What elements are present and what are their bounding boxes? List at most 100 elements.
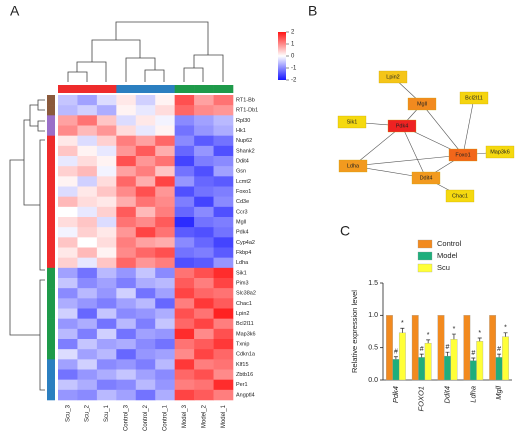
- heatmap-cell: [194, 328, 214, 340]
- row-label: Fkbp4: [236, 250, 251, 256]
- row-label: Ldha: [236, 260, 249, 266]
- heatmap-cell: [116, 328, 137, 340]
- row-label: Per1: [236, 382, 248, 388]
- error-bar: [419, 353, 424, 358]
- heatmap-cell: [213, 349, 234, 360]
- y-tick-label: 0.5: [368, 345, 378, 352]
- heatmap-cell: [174, 125, 195, 136]
- heatmap-cell: [135, 339, 156, 350]
- row-group: [47, 227, 55, 238]
- row-group: [47, 145, 55, 157]
- row-group: [47, 135, 55, 147]
- heatmap-cell: [174, 176, 195, 187]
- heatmap-cell: [58, 115, 78, 126]
- node-label: Bcl2l11: [465, 95, 483, 101]
- heatmap-cell: [96, 206, 117, 218]
- heatmap-cell: [77, 125, 98, 136]
- heatmap-cell: [194, 267, 214, 279]
- heatmap-cell: [77, 135, 98, 147]
- row-label: Klf15: [236, 362, 249, 368]
- heatmap-cell: [58, 247, 78, 258]
- heatmap-cell: [155, 227, 175, 238]
- heatmap-cell: [116, 166, 137, 177]
- legend-label: Scu: [437, 263, 450, 272]
- column-label: Model_3: [182, 404, 188, 428]
- heatmap-cell: [116, 115, 137, 126]
- heatmap-cell: [135, 278, 156, 289]
- heatmap-cell: [155, 389, 175, 401]
- heatmap-cell: [77, 349, 98, 360]
- heatmap-cell: [77, 288, 98, 299]
- heatmap-cell: [155, 196, 175, 208]
- row-label: Map3k6: [236, 331, 256, 337]
- heatmap-cell: [96, 227, 117, 238]
- heatmap-cell: [116, 217, 137, 228]
- heatmap-cell: [155, 145, 175, 157]
- heatmap-cell: [116, 379, 137, 391]
- node-label: Pdk4: [396, 123, 409, 129]
- node-label: Chac1: [452, 193, 468, 199]
- significance-marker: #: [471, 350, 475, 357]
- heatmap-cell: [174, 196, 195, 208]
- heatmap-cell: [58, 186, 78, 197]
- heatmap-cell: [174, 359, 195, 370]
- heatmap-cell: [194, 186, 214, 197]
- heatmap-cell: [77, 247, 98, 258]
- heatmap-cell: [58, 308, 78, 319]
- y-tick-label: 0.0: [368, 377, 378, 384]
- heatmap-cell: [77, 298, 98, 309]
- row-group: [47, 206, 55, 218]
- row-group: [47, 237, 55, 248]
- heatmap-cell: [155, 135, 175, 147]
- heatmap-cell: [135, 288, 156, 299]
- heatmap-cell: [96, 288, 117, 299]
- network-node: [407, 97, 437, 111]
- network: Lpin2 Mgll Sik1 Pdk4 Bcl2l11 Foxo1 Map3k6 Ldha D…: [337, 70, 515, 203]
- heatmap-cell: [213, 308, 234, 319]
- row-group: [47, 369, 55, 380]
- row-label: Mgll: [236, 220, 246, 226]
- heatmap-cell: [174, 267, 195, 279]
- heatmap-cell: [96, 298, 117, 309]
- heatmap-cell: [174, 379, 195, 391]
- heatmap-cell: [194, 196, 214, 208]
- network-node: [338, 159, 368, 173]
- error-bar: [451, 333, 456, 340]
- heatmap-cell: [58, 349, 78, 360]
- x-tick-label: Ldha: [468, 386, 477, 403]
- heatmap-cell: [194, 125, 214, 136]
- heatmap-cell: [213, 379, 234, 391]
- heatmap-cell: [194, 227, 214, 238]
- heatmap-cell: [213, 227, 234, 238]
- heatmap-cell: [135, 115, 156, 126]
- row-label: Ccr3: [236, 209, 248, 215]
- row-group: [47, 166, 55, 177]
- heatmap-cell: [155, 125, 175, 136]
- colorbar-label: -1: [291, 66, 297, 72]
- row-label: Pim3: [236, 281, 249, 287]
- heatmap-cell: [213, 95, 234, 106]
- heatmap-cell: [58, 206, 78, 218]
- heatmap-cell: [155, 339, 175, 350]
- heatmap-cell: [96, 95, 117, 106]
- x-tick-label: FOXO1: [417, 386, 426, 411]
- row-label: RT1-Db1: [236, 108, 258, 114]
- heatmap-cell: [213, 267, 234, 279]
- bar: [418, 357, 426, 381]
- heatmap-cell: [77, 318, 98, 330]
- row-label: Lpin2: [236, 311, 249, 317]
- heatmap-cell: [135, 125, 156, 136]
- heatmap-cell: [96, 369, 117, 380]
- heatmap-cell: [58, 95, 78, 106]
- row-label: Gsn: [236, 169, 246, 175]
- heatmap-cell: [116, 196, 137, 208]
- heatmap-cell: [174, 135, 195, 147]
- heatmap-cell: [116, 206, 137, 218]
- heatmap-cell: [135, 349, 156, 360]
- bar: [463, 315, 471, 381]
- heatmap-cell: [116, 125, 137, 136]
- heatmap-cell: [77, 237, 98, 248]
- column-group: [96, 85, 117, 93]
- heatmap-cell: [96, 237, 117, 248]
